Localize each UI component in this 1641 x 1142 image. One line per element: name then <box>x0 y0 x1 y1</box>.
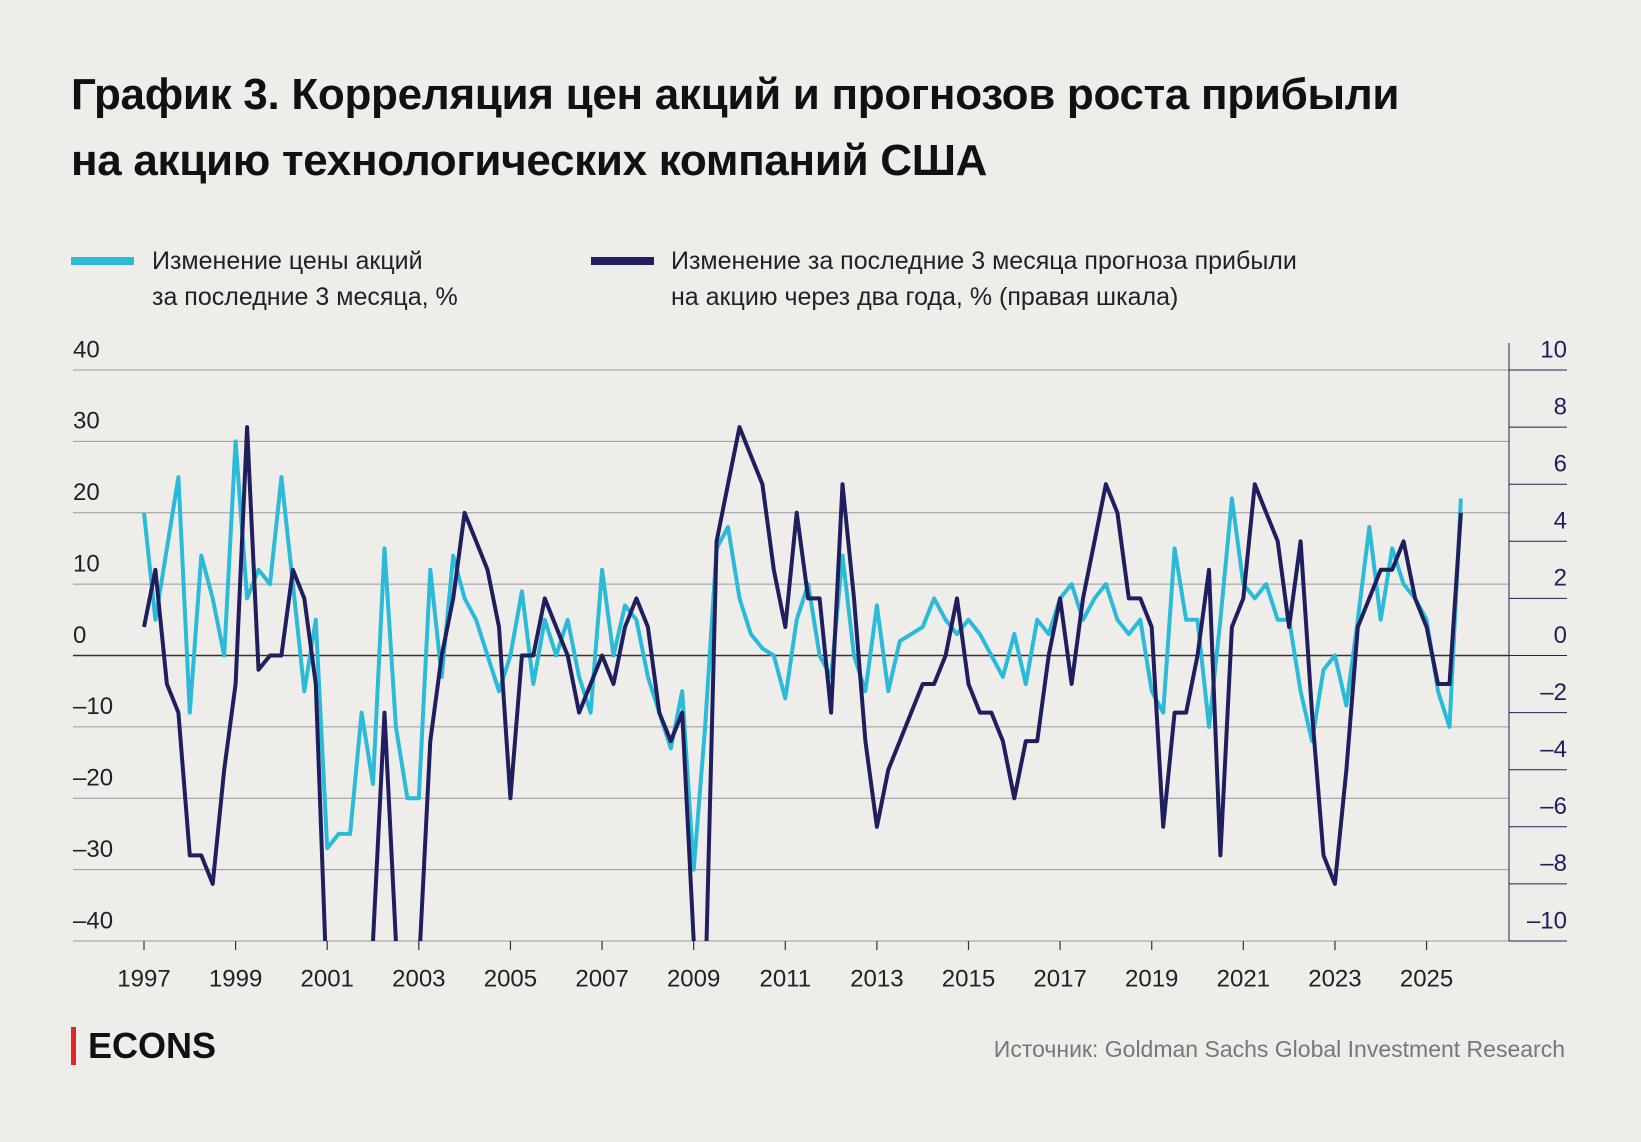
y2-tick-label: 0 <box>1554 622 1567 649</box>
x-tick-label: 2021 <box>1217 965 1270 992</box>
y2-tick-label: 8 <box>1554 393 1567 420</box>
y2-tick-label: –8 <box>1540 850 1567 877</box>
x-tick-label: 1999 <box>209 965 262 992</box>
x-tick-label: 2003 <box>392 965 445 992</box>
y-tick-label: 30 <box>73 408 100 435</box>
data-line <box>142 425 1463 941</box>
x-tick-label: 2017 <box>1033 965 1086 992</box>
y2-tick-label: 10 <box>1540 336 1567 363</box>
y2-tick-label: –2 <box>1540 679 1567 706</box>
plot-area <box>142 425 1463 941</box>
y2-tick-label: 6 <box>1554 451 1567 478</box>
y2-tick-label: –6 <box>1540 793 1567 820</box>
x-tick-label: 2007 <box>575 965 628 992</box>
x-tick-label: 2001 <box>301 965 354 992</box>
y-tick-label: 0 <box>73 622 86 649</box>
y2-tick-label: –4 <box>1540 736 1567 763</box>
x-tick-label: 1997 <box>117 965 170 992</box>
y-tick-label: –10 <box>73 693 113 720</box>
x-tick-label: 2015 <box>942 965 995 992</box>
y-tick-label: –40 <box>73 907 113 934</box>
x-tick-label: 2025 <box>1400 965 1453 992</box>
x-tick-label: 2005 <box>484 965 537 992</box>
y-tick-label: 40 <box>73 336 100 363</box>
legend-swatch <box>591 257 654 265</box>
y-tick-label: –30 <box>73 836 113 863</box>
y2-tick-label: 4 <box>1554 508 1567 535</box>
data-line <box>142 439 1463 872</box>
y-tick-label: –20 <box>73 765 113 792</box>
x-tick-label: 2009 <box>667 965 720 992</box>
y2-tick-label: –10 <box>1527 907 1567 934</box>
source-note: Источник: Goldman Sachs Global Investmen… <box>993 1036 1565 1062</box>
y-tick-label: 20 <box>73 479 100 506</box>
x-tick-label: 2019 <box>1125 965 1178 992</box>
y-tick-label: 10 <box>73 550 100 577</box>
legend-label: Изменение за последние 3 месяца прогноза… <box>671 247 1297 311</box>
chart-title: График 3. Корреляция цен акций и прогноз… <box>71 70 1400 185</box>
x-tick-label: 2023 <box>1308 965 1361 992</box>
x-tick-label: 2011 <box>759 965 811 992</box>
y2-tick-label: 2 <box>1554 565 1567 592</box>
legend-label: Изменение цены акций за последние 3 меся… <box>152 247 458 311</box>
logo: ECONS <box>71 1027 216 1065</box>
legend-swatch <box>71 257 134 265</box>
x-tick-label: 2013 <box>850 965 903 992</box>
